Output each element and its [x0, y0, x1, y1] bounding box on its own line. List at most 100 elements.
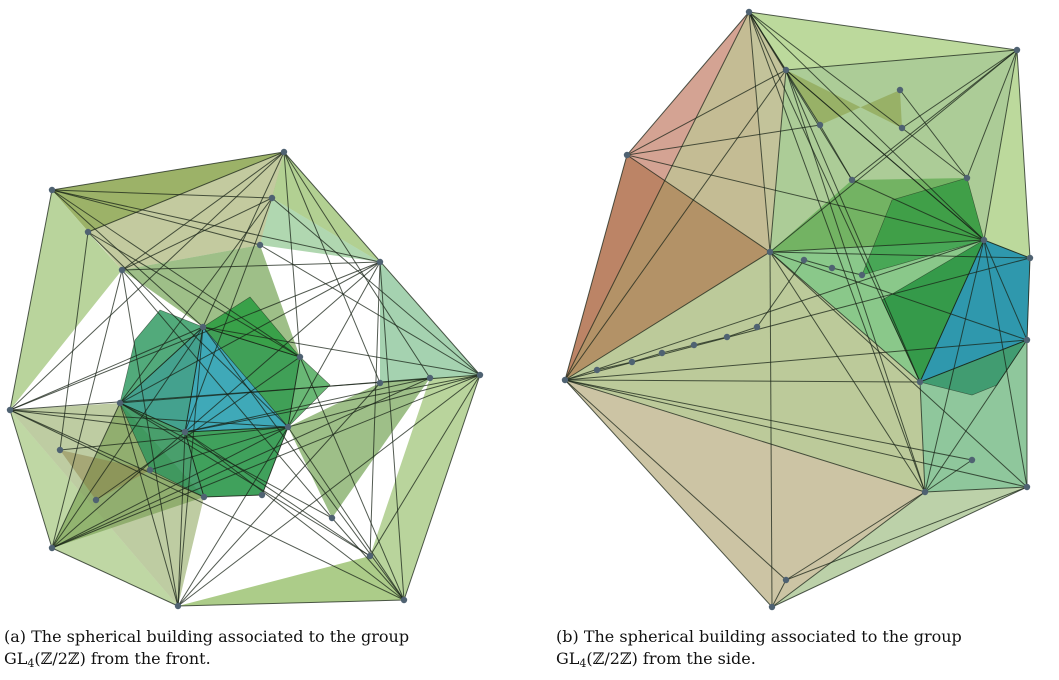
- fig-a-edge: [119, 402, 371, 557]
- fig-b-edge: [756, 259, 805, 328]
- fig-b-vertex: [723, 333, 731, 341]
- caption-a-group-name: GL: [4, 649, 28, 668]
- fig-b-edge: [631, 352, 663, 363]
- fig-a-edge: [95, 356, 301, 501]
- fig-a-edge: [87, 231, 301, 358]
- fig-b-vertex: [963, 174, 971, 182]
- fig-b-edge: [769, 251, 1028, 488]
- fig-b-edge: [564, 379, 926, 493]
- fig-a-edge: [9, 189, 53, 411]
- caption-a: (a) The spherical building associated to…: [4, 626, 504, 675]
- fig-b-edge: [919, 339, 1028, 383]
- fig-a-edge: [177, 426, 289, 607]
- fig-b-edge: [564, 239, 985, 381]
- fig-b-vertex: [766, 248, 774, 256]
- fig-a-edge: [51, 547, 179, 607]
- fig-b-edges: [564, 11, 1031, 608]
- fig-b-edge: [919, 239, 985, 383]
- fig-b-edge: [564, 379, 973, 461]
- caption-a-line2: GL4(ℤ/2ℤ) from the front.: [4, 648, 504, 675]
- fig-a-edge: [51, 426, 289, 549]
- fig-b-edge: [785, 69, 985, 241]
- fig-a-edge: [87, 151, 285, 233]
- caption-b-group-subscript: 4: [579, 657, 587, 670]
- caption-a-label: (a): [4, 627, 27, 646]
- fig-a-edge: [9, 409, 53, 549]
- fig-b-edge: [924, 239, 985, 493]
- caption-b: (b) The spherical building associated to…: [556, 626, 1056, 675]
- fig-b-edge: [564, 339, 1028, 381]
- fig-a-vertex: [84, 228, 92, 236]
- fig-b-edge: [564, 257, 1031, 381]
- fig-a-edge: [51, 374, 481, 549]
- fig-a-edge: [119, 326, 204, 404]
- fig-b-vertex: [628, 358, 636, 366]
- fig-b-vertex: [848, 176, 856, 184]
- fig-b-edge: [748, 11, 921, 383]
- fig-a-vertex: [56, 446, 64, 454]
- fig-a-edge: [184, 431, 205, 498]
- fig-a-edge: [119, 261, 381, 404]
- fig-b-edge: [983, 239, 1031, 259]
- fig-a-edge: [299, 356, 405, 601]
- fig-a-edge: [51, 189, 261, 246]
- caption-b-tail: from the side.: [642, 649, 756, 668]
- fig-b-edge: [785, 69, 921, 383]
- fig-b-edge: [919, 381, 926, 493]
- fig-a-vertex: [328, 514, 336, 522]
- fig-a-edge: [184, 431, 405, 601]
- fig-a-vertex: [280, 148, 288, 156]
- fig-b-edge: [564, 379, 921, 383]
- fig-a-vertex: [181, 428, 189, 436]
- fig-b-edge: [769, 49, 1018, 253]
- fig-b-vertex: [658, 349, 666, 357]
- fig-b-vertex: [1023, 336, 1031, 344]
- fig-a-face: [178, 556, 404, 606]
- fig-a-edge: [403, 374, 481, 601]
- fig-b-vertex: [561, 376, 569, 384]
- fig-a-edge: [287, 356, 301, 428]
- fig-a-edge: [283, 151, 301, 358]
- fig-a-edge: [177, 599, 405, 607]
- fig-a-edge: [119, 197, 273, 404]
- fig-a-vertex: [199, 323, 207, 331]
- fig-b-edge: [771, 486, 1028, 608]
- fig-b-edge: [626, 11, 750, 156]
- fig-b-vertex: [828, 264, 836, 272]
- fig-b-face: [984, 50, 1030, 258]
- fig-b-edge: [626, 69, 787, 156]
- fig-a-edge: [184, 377, 431, 433]
- fig-a-edge: [9, 409, 186, 433]
- caption-b-text: The spherical building associated to the…: [583, 627, 962, 646]
- fig-b-vertex: [896, 86, 904, 94]
- fig-b-face: [565, 155, 770, 380]
- fig-b-vertex: [980, 236, 988, 244]
- fig-a-edge: [202, 326, 301, 358]
- fig-a-edge: [119, 402, 186, 433]
- fig-a-vertices: [6, 148, 484, 610]
- fig-b-edge: [693, 336, 728, 346]
- fig-b-vertex: [753, 323, 761, 331]
- fig-a-edge: [9, 409, 405, 601]
- fig-b-edge: [564, 11, 750, 381]
- fig-b-edge: [785, 491, 926, 581]
- fig-a-face: [60, 450, 150, 500]
- caption-b-line1: (b) The spherical building associated to…: [556, 626, 1056, 648]
- fig-a-vertex: [256, 241, 264, 249]
- fig-b-face: [565, 380, 925, 607]
- caption-a-group-field: (ℤ/2ℤ): [34, 649, 86, 668]
- fig-a-face: [52, 152, 284, 232]
- fig-a-edge: [331, 517, 405, 601]
- fig-a-edge: [203, 494, 263, 498]
- fig-b-vertex: [1023, 483, 1031, 491]
- fig-b-edge: [785, 486, 1028, 581]
- fig-b-edge: [564, 154, 628, 381]
- fig-a-edge: [121, 197, 273, 271]
- fig-b-edge: [748, 11, 1018, 51]
- fig-a-edge: [287, 374, 481, 428]
- fig-a-face: [52, 152, 284, 270]
- fig-a-edge: [51, 151, 285, 191]
- fig-a-edge: [119, 402, 333, 519]
- fig-b-edge: [626, 154, 771, 253]
- fig-b-vertex: [768, 603, 776, 611]
